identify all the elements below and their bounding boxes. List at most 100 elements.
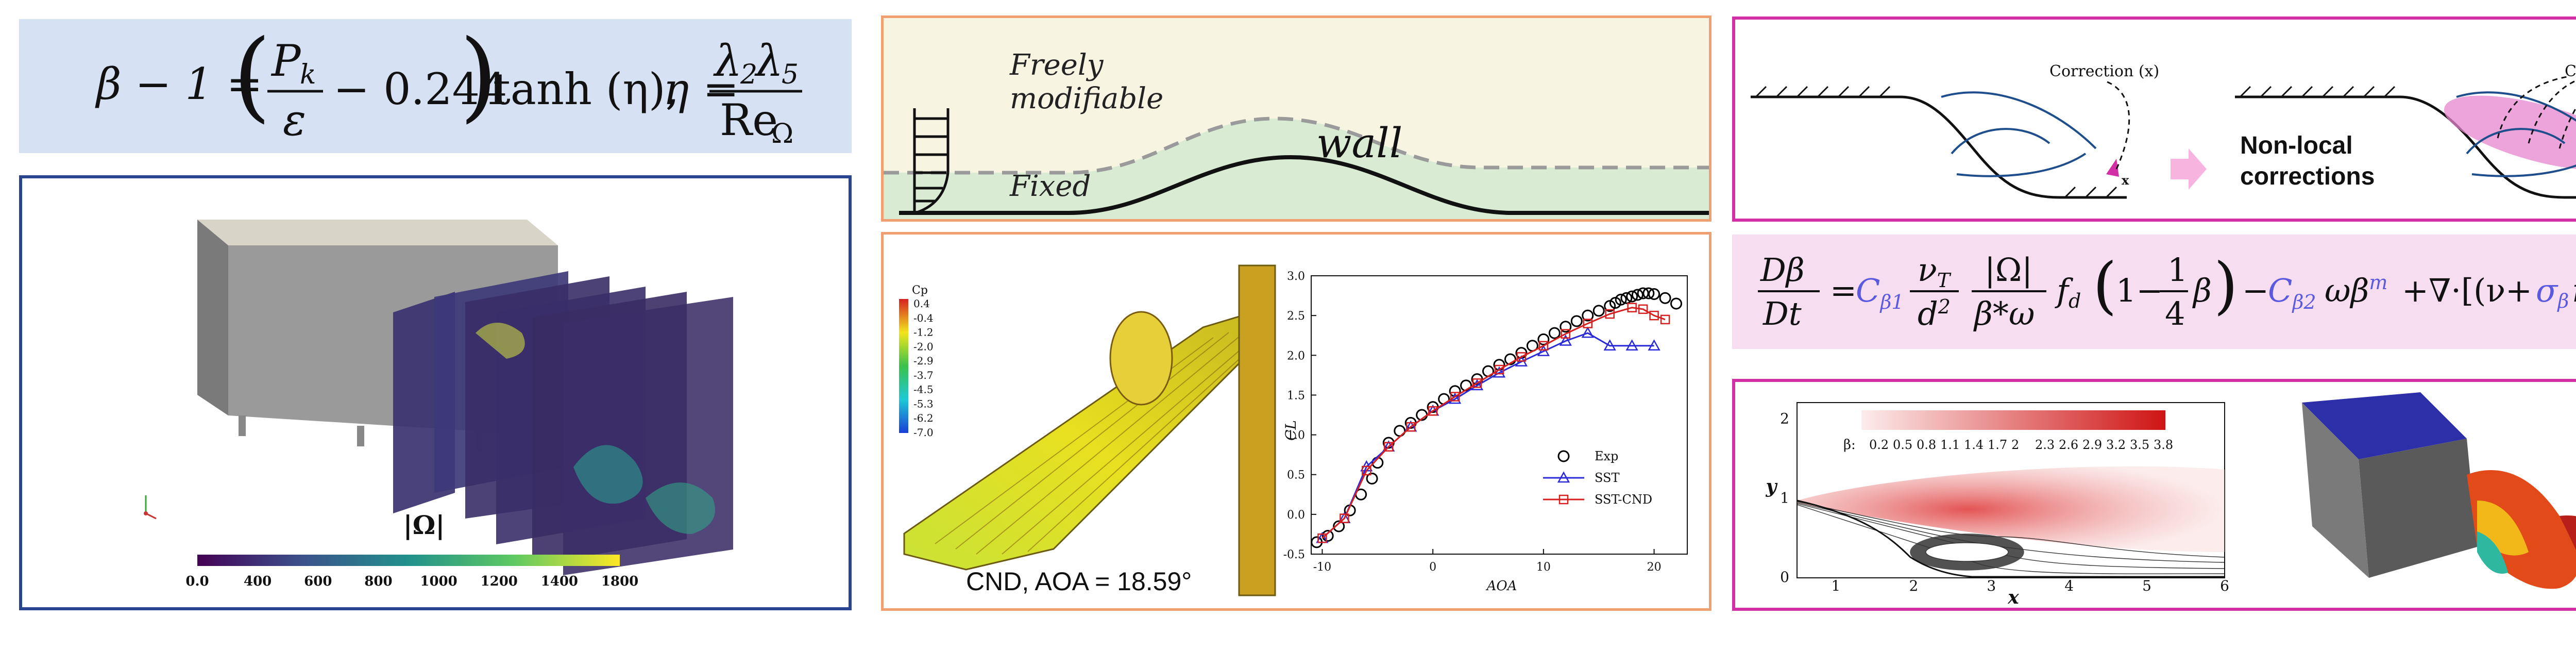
right-streamline-2 [2466,128,2566,155]
colorbar-tick: 1800 [601,574,638,589]
beta-level: 0.5 [1893,438,1912,452]
left-streamline-1 [1941,91,2097,149]
beta-label: β: [1843,437,1856,453]
vehicle-side [2359,439,2477,578]
cl-yticks: -0.5 0.0 0.5 1.0 1.5 2.0 2.5 3.0 [1283,270,1316,561]
cl-xticks: -10 0 10 20 [1313,549,1662,574]
inflow-profile [913,108,950,214]
eq2-quarter-num: 1 [2167,251,2188,289]
axes-triad [144,495,157,520]
correction-svg: Correction (x) x Non-local corrections C… [1751,62,2576,199]
eq2-lhs-num: Dβ [1760,251,1805,289]
eq2-rparen: ) [2214,250,2238,322]
contour-streamlines [1797,501,2225,574]
eq2-omega-beta: ωβm [2325,271,2387,309]
cl-point-exp [1582,309,1594,322]
eq2-d2: d2 [1918,295,1951,332]
eq1-frac2-sub1: 2 [740,59,757,90]
cl-xlabel: AOA [1486,578,1517,594]
contour-xtick: 6 [2220,577,2229,594]
cl-ytick-label: 1.5 [1287,389,1305,402]
cl-point-sst-cnd [1605,309,1615,319]
cl-legend-label: SST [1595,471,1619,485]
wing-lift-panel: Cp 0.4 -0.4 -1.2 -2.0 -2.9 -3.7 -4.5 -5.3 -6.2 -7… [881,232,1711,611]
contour-xtick: 5 [2142,577,2151,594]
car-side-dark [197,220,228,415]
contour-vehicle-panel: β: 0.2 0.5 0.8 1.1 1.4 1.7 2 2.3 2.6 2.9 3.2 3.5 3.8… [1732,379,2576,611]
contour-xticks: 1 2 3 4 5 6 [1832,577,2229,594]
cl-point-exp [1570,315,1583,327]
cl-point-sst-cnd [1638,304,1648,314]
eq2-fd: fd [2055,272,2081,312]
equation-beta-svg: β − 1 = ( P k ε − 0.244 ) tanh (η), η = … [95,19,802,149]
cp-tick: -0.4 [913,312,934,324]
vortex-blob-1 [573,445,643,504]
cl-ytick-label: 2.0 [1287,349,1305,362]
equation-box-beta: β − 1 = ( P k ε − 0.244 ) tanh (η), η = … [19,19,852,153]
contour-ytick: 2 [1780,410,1789,427]
car-leg-2 [357,426,364,446]
cl-ytick-label: -0.5 [1283,548,1305,561]
cl-series [1311,287,1683,548]
cl-point-sst-cnd [1450,392,1460,402]
fixed-region [884,119,1709,219]
slice-6 [563,297,733,575]
cl-point-sst-cnd [1516,352,1527,362]
contour-xtick: 2 [1909,577,1918,594]
cl-point-sst [1603,339,1616,351]
cl-xtick-label: 0 [1429,561,1436,574]
beta-level: 2.9 [2082,438,2102,452]
cl-point-sst [1648,339,1660,351]
colorbar-tick: 400 [244,574,272,589]
cl-point-sst [1493,366,1506,378]
eq1-frac1-den: ε [283,95,306,145]
nonlocal-region [2444,95,2576,171]
vortex-blob-3 [476,323,525,359]
cl-point-exp [1637,287,1649,299]
fuselage-wall [1238,264,1276,596]
cl-point-exp [1366,472,1378,485]
cp-tick: -7.0 [913,426,934,439]
eq1-frac2-num: λ [713,36,742,86]
cl-xtick-label: -10 [1313,561,1331,574]
cl-point-sst-cnd [1362,465,1371,476]
cl-ytick-label: 0.5 [1287,469,1305,482]
colorbar-tick: 600 [304,574,332,589]
cl-legend-marker [1557,471,1570,483]
beta-level: 0.2 [1869,438,1889,452]
cl-xtick-label: 10 [1536,561,1551,574]
domain-panel: Freely modifiable Fixed wall [881,15,1711,222]
engine-nacelle [1109,311,1173,406]
cl-point-exp [1670,297,1683,310]
eq2-plus-nabla: +∇·[(ν+ [2402,272,2532,309]
eq2-beta-1: β [2192,272,2212,309]
fixed-label: Fixed [1009,170,1091,203]
contour-xtick: 1 [1832,577,1841,594]
wing-caption: CND, AOA = 18.59° [966,567,1192,596]
cl-legend-label: SST-CND [1595,492,1652,507]
cl-point-exp [1504,353,1516,365]
wing-streaks [935,332,1258,555]
car-leg-1 [239,415,246,436]
wall-label: wall [1316,119,1402,167]
contour-svg: β: 0.2 0.5 0.8 1.1 1.4 1.7 2 2.3 2.6 2.9 3.2 3.5 3.8… [1766,392,2576,608]
cl-point-exp [1548,327,1561,339]
cp-ticks: 0.4 -0.4 -1.2-2.0 -2.9 -3.7 -4.5-5.3 -6.2 -7.0 [913,297,934,439]
colorbar-tick: 1000 [420,574,457,589]
cl-ytick-label: 2.5 [1287,310,1305,323]
cl-legend-marker [1558,494,1569,505]
right-correction-arrows [2497,75,2576,149]
cl-point-sst-cnd [1428,406,1438,416]
beta-level: 0.8 [1917,438,1936,452]
cl-point-sst-cnd [1561,329,1571,339]
car-vorticity-panel: |Ω| 0.0 400 600 800 1000 1200 1400 1800 [19,175,852,610]
contour-ytick: 1 [1780,489,1789,506]
beta-level: 1.7 [1988,438,2007,452]
eq2-cb1: Cβ1 [1856,272,1904,313]
equation-transport-svg: Dβ Dt = Cβ1 νT d2 |Ω| β*ω fd ( 1− 1 4 β … [1758,250,2576,332]
domain-svg: Freely modifiable Fixed wall [884,18,1709,219]
cl-point-exp [1626,290,1638,303]
cp-tick: -4.5 [913,384,934,396]
vehicle-wake-tail [2560,515,2576,551]
cl-point-exp [1515,347,1528,359]
